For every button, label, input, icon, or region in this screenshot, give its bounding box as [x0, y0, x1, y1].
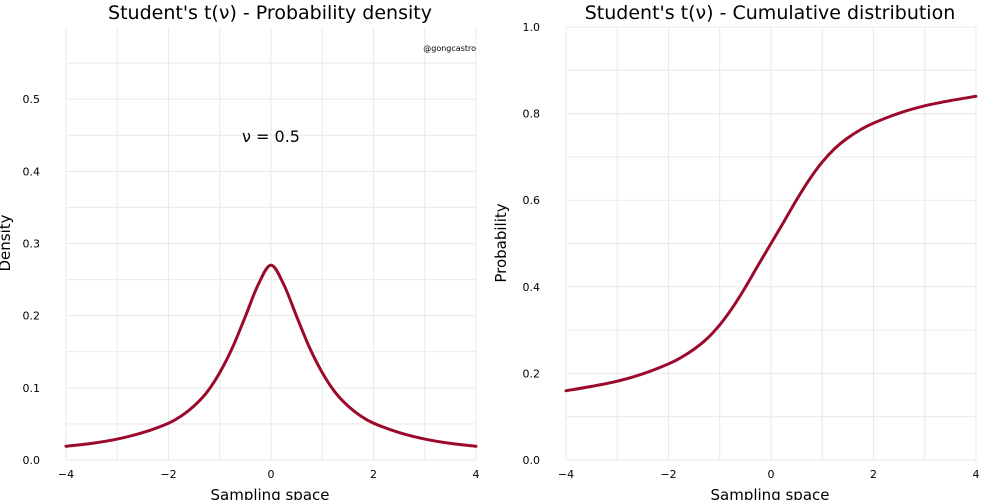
cdf-y-axis-label: Probability — [492, 203, 510, 282]
density-x-tick-label: −4 — [58, 468, 74, 481]
cdf-tick-labels: −4 −2 0 2 4 0.0 0.2 0.4 0.6 0.8 1.0 — [523, 21, 980, 481]
density-y-tick-label: 0.5 — [23, 93, 41, 106]
density-x-axis-label: Sampling space — [211, 486, 330, 500]
density-chart-title: Student's t(ν) - Probability density — [108, 2, 432, 24]
cdf-curve — [564, 94, 978, 393]
density-y-tick-label: 0.3 — [23, 238, 41, 251]
cdf-x-tick-label: 4 — [973, 468, 980, 481]
cdf-x-tick-label: 2 — [870, 468, 877, 481]
cdf-y-tick-label: 0.2 — [523, 367, 541, 380]
density-grid — [65, 27, 477, 461]
density-y-tick-label: 0.4 — [23, 165, 41, 178]
cdf-y-tick-label: 1.0 — [523, 21, 541, 34]
density-curve — [64, 263, 478, 448]
density-y-tick-label: 0.0 — [23, 454, 41, 467]
cdf-series — [564, 94, 978, 393]
credit-label: @gongcastro — [423, 44, 476, 53]
density-x-tick-label: 0 — [268, 468, 275, 481]
density-panel: Student's t(ν) - Probability density ν =… — [0, 2, 480, 500]
cdf-y-tick-label: 0.0 — [523, 454, 541, 467]
density-y-tick-label: 0.1 — [23, 382, 41, 395]
cdf-y-tick-label: 0.6 — [523, 194, 541, 207]
density-x-tick-label: 2 — [370, 468, 377, 481]
cdf-x-axis-label: Sampling space — [711, 486, 830, 500]
density-tick-labels: −4 −2 0 2 4 0.0 0.1 0.2 0.3 0.4 0.5 — [23, 93, 480, 481]
cdf-x-tick-label: −2 — [660, 468, 676, 481]
density-y-tick-label: 0.2 — [23, 310, 41, 323]
cdf-grid — [565, 26, 977, 461]
cdf-panel: Student's t(ν) - Cumulative distribution… — [492, 2, 980, 500]
nu-annotation: ν = 0.5 — [242, 127, 300, 146]
density-series — [64, 263, 478, 448]
density-x-tick-label: 4 — [473, 468, 480, 481]
cdf-y-tick-label: 0.8 — [523, 108, 541, 121]
density-x-tick-label: −2 — [160, 468, 176, 481]
density-y-axis-label: Density — [0, 214, 14, 271]
cdf-y-tick-label: 0.4 — [523, 281, 541, 294]
cdf-x-tick-label: 0 — [768, 468, 775, 481]
cdf-x-tick-label: −4 — [558, 468, 574, 481]
cdf-chart-title: Student's t(ν) - Cumulative distribution — [585, 2, 956, 24]
